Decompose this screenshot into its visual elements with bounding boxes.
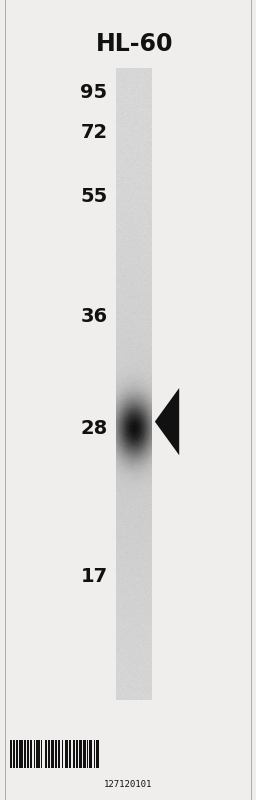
Text: HL-60: HL-60 — [96, 32, 173, 56]
Bar — [55, 740, 57, 768]
Bar — [13, 740, 15, 768]
Polygon shape — [155, 388, 179, 455]
Bar — [48, 740, 50, 768]
Text: 55: 55 — [80, 186, 108, 206]
Bar — [79, 740, 82, 768]
Bar — [62, 740, 63, 768]
Bar — [69, 740, 71, 768]
Text: 28: 28 — [80, 418, 108, 438]
Bar — [76, 740, 78, 768]
Bar — [16, 740, 18, 768]
Bar — [30, 740, 32, 768]
Bar — [94, 740, 95, 768]
Bar — [65, 740, 68, 768]
Text: 36: 36 — [80, 306, 108, 326]
Bar — [24, 740, 26, 768]
Bar — [96, 740, 99, 768]
Bar — [27, 740, 29, 768]
Bar — [45, 740, 47, 768]
Bar — [89, 740, 92, 768]
Text: 127120101: 127120101 — [104, 780, 152, 789]
Text: 17: 17 — [80, 566, 108, 586]
Bar — [83, 740, 86, 768]
Text: 72: 72 — [80, 122, 108, 142]
Bar — [58, 740, 60, 768]
Bar — [51, 740, 54, 768]
Bar — [73, 740, 75, 768]
Bar — [36, 740, 40, 768]
Bar — [41, 740, 42, 768]
Text: 95: 95 — [80, 82, 108, 102]
Bar — [19, 740, 23, 768]
Bar — [34, 740, 35, 768]
Bar — [10, 740, 12, 768]
Bar — [87, 740, 88, 768]
